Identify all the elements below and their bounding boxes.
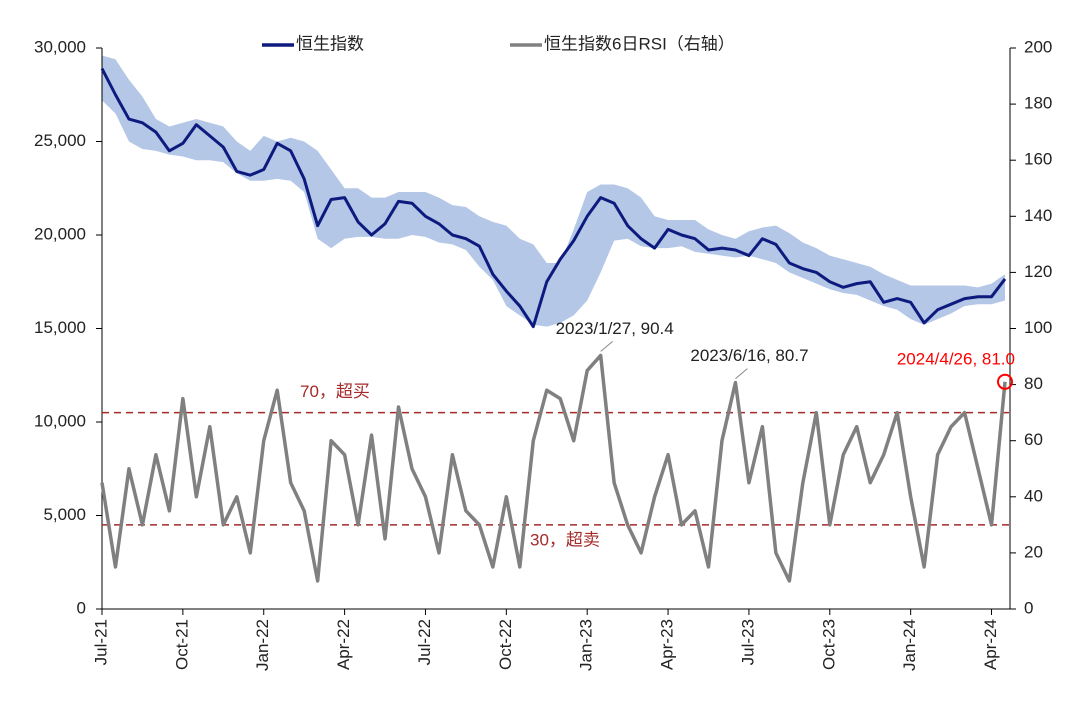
annotation-marker [997, 373, 1013, 390]
x-tick-label: Oct-22 [496, 619, 515, 670]
x-tick-label: Oct-21 [172, 619, 191, 670]
y-tick-label: 5,000 [43, 505, 86, 524]
x-tick-label: Oct-23 [819, 619, 838, 670]
y2-tick-label: 40 [1024, 486, 1043, 505]
x-tick-label: Jan-23 [577, 619, 596, 671]
legend-label: 恒生指数6日RSI（右轴） [544, 34, 735, 53]
x-tick-label: Jul-23 [738, 619, 757, 665]
y-tick-label: 10,000 [34, 411, 86, 430]
y2-tick-label: 0 [1024, 598, 1033, 617]
y2-tick-label: 140 [1024, 206, 1052, 225]
y2-tick-label: 80 [1024, 374, 1043, 393]
annotation-label: 2024/4/26, 81.0 [897, 349, 1015, 368]
y2-tick-label: 100 [1024, 318, 1052, 337]
reference-label: 70，超买 [300, 382, 370, 401]
y2-tick-label: 160 [1024, 150, 1052, 169]
reference-label: 30，超卖 [530, 530, 600, 549]
annotation-label: 2023/1/27, 90.4 [556, 319, 674, 338]
x-tick-label: Jan-22 [253, 619, 272, 671]
x-tick-label: Apr-24 [981, 619, 1000, 670]
series-line [100, 353, 1007, 583]
x-tick-label: Jan-24 [900, 619, 919, 671]
band-area [102, 55, 1005, 327]
y2-tick-label: 20 [1024, 542, 1043, 561]
y-tick-label: 0 [77, 598, 86, 617]
y2-tick-label: 180 [1024, 94, 1052, 113]
legend-label: 恒生指数 [296, 34, 364, 53]
y-tick-label: 15,000 [34, 318, 86, 337]
x-tick-label: Jul-21 [91, 619, 110, 665]
y2-tick-label: 60 [1024, 430, 1043, 449]
y-tick-label: 25,000 [34, 131, 86, 150]
y2-tick-label: 120 [1024, 262, 1052, 281]
annotation-label: 2023/6/16, 80.7 [690, 346, 808, 365]
y-tick-label: 20,000 [34, 224, 86, 243]
annotation-leader [735, 368, 748, 380]
y-tick-label: 30,000 [34, 37, 86, 56]
x-tick-label: Apr-23 [658, 619, 677, 670]
x-tick-label: Jul-22 [415, 619, 434, 665]
x-tick-label: Apr-22 [334, 619, 353, 670]
series-line [100, 67, 1007, 329]
annotation-leader [600, 341, 613, 352]
y2-tick-label: 200 [1024, 37, 1052, 56]
